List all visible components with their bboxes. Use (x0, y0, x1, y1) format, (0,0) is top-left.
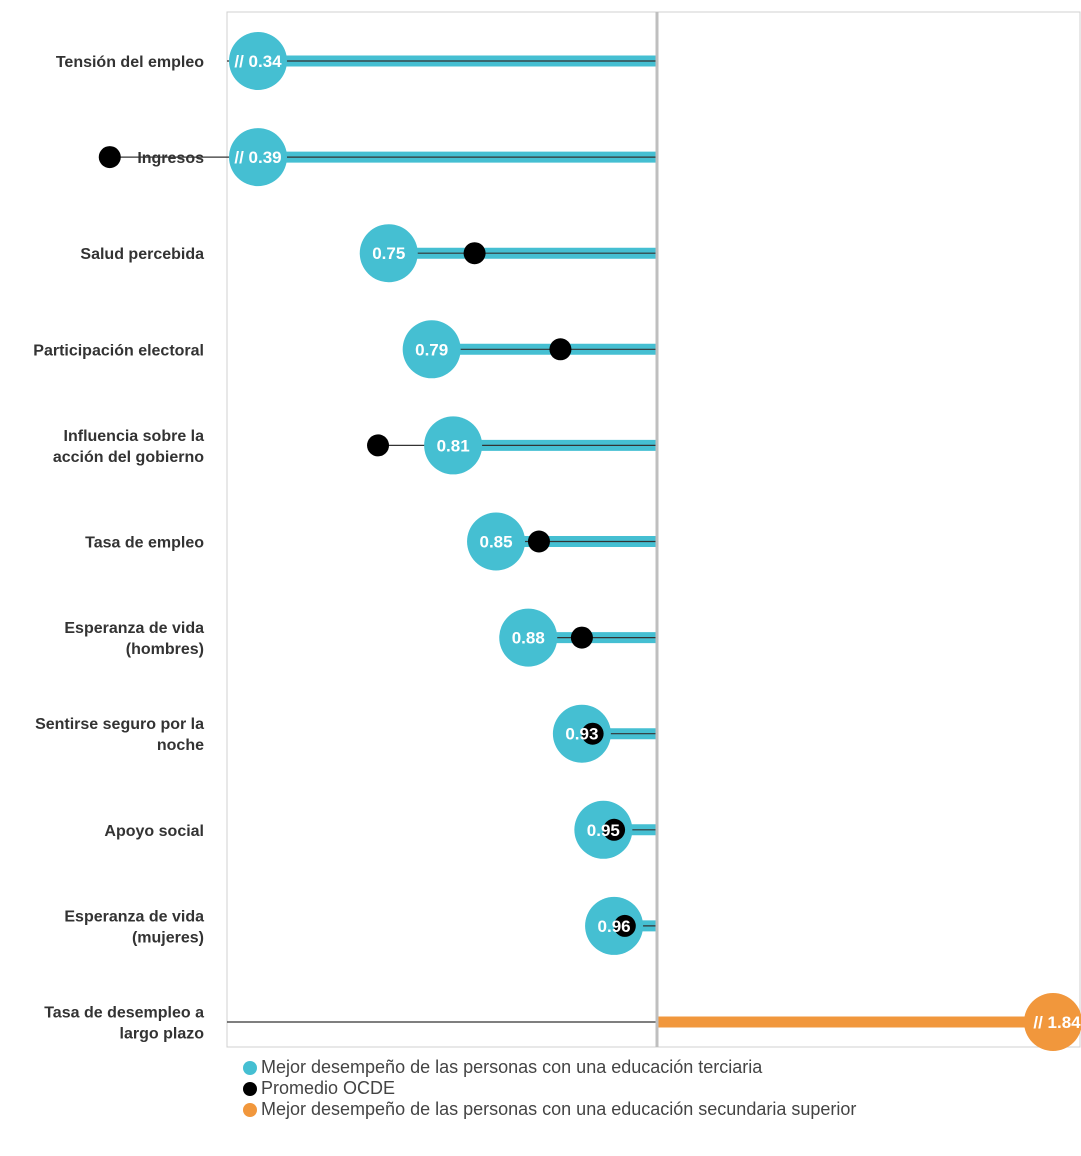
tertiary-point (229, 32, 287, 90)
tertiary-point (424, 416, 483, 475)
oecd-point (367, 434, 390, 457)
legend-label-oecd: Promedio OCDE (261, 1078, 396, 1098)
legend-marker-tertiary (243, 1060, 257, 1075)
oecd-point (463, 242, 486, 265)
tertiary-point (229, 128, 287, 187)
legend-marker-oecd (243, 1081, 257, 1096)
tertiary-point (359, 224, 418, 283)
oecd-point (603, 818, 626, 841)
legend-label-secondary: Mejor desempeño de las personas con una … (261, 1099, 857, 1119)
category-label: Participación electoral (33, 342, 204, 359)
secondary-value-label: // 1.84 (1033, 1013, 1081, 1032)
category-label: Salud percebida (80, 246, 204, 263)
category-label-line: noche (157, 737, 204, 754)
tertiary-value-label: 0.96 (598, 917, 631, 936)
category-label-line: Tensión del empleo (56, 54, 204, 71)
category-label: Tasa de desempleo a largo plazo (44, 1005, 204, 1043)
legend-label-tertiary: Mejor desempeño de las personas con una … (261, 1057, 763, 1077)
oecd-point (613, 914, 636, 937)
tertiary-value-label: 0.81 (437, 436, 470, 455)
legend-item-secondary: Mejor desempeño de las personas con una … (243, 1099, 856, 1120)
category-label-line: Apoyo social (104, 823, 204, 840)
category-label: Sentirse seguro por la noche (35, 716, 204, 754)
category-label: Esperanza de vida (hombres) (64, 620, 204, 658)
category-label-line: Salud percebida (80, 246, 204, 263)
category-label-line: Esperanza de vida (64, 908, 204, 925)
oecd-point (581, 722, 604, 745)
category-label: Tensión del empleo (56, 54, 204, 71)
tertiary-value-label: // 0.39 (234, 148, 281, 167)
category-label-line: acción del gobierno (53, 449, 204, 466)
category-label-line: (hombres) (126, 641, 204, 658)
legend-item-oecd: Promedio OCDE (243, 1078, 856, 1099)
category-label: Tasa de empleo (85, 535, 204, 552)
tertiary-value-label: 0.95 (587, 821, 620, 840)
legend-marker-secondary (243, 1102, 257, 1117)
tertiary-point (467, 512, 526, 571)
category-label-line: Influencia sobre la (64, 428, 205, 445)
secondary-point (1024, 993, 1081, 1051)
category-label-line: Tasa de empleo (85, 535, 204, 552)
oecd-point (527, 530, 550, 553)
legend-item-tertiary: Mejor desempeño de las personas con una … (243, 1057, 856, 1078)
tertiary-value-label: 0.93 (565, 725, 598, 744)
category-label-line: Tasa de desempleo a (44, 1005, 204, 1022)
category-label-line: Participación electoral (33, 342, 204, 359)
legend: Mejor desempeño de las personas con una … (243, 1057, 856, 1120)
tertiary-value-label: 0.88 (512, 629, 545, 648)
category-label-line: Sentirse seguro por la (35, 716, 204, 733)
category-label-line: (mujeres) (132, 929, 204, 946)
category-label: Ingresos (137, 150, 204, 167)
category-label-line: Esperanza de vida (64, 620, 204, 637)
tertiary-value-label: 0.85 (480, 533, 513, 552)
tertiary-point (402, 320, 461, 379)
category-label: Apoyo social (104, 823, 204, 840)
oecd-point (98, 146, 121, 169)
category-label-line: largo plazo (120, 1026, 205, 1043)
tertiary-value-label: 0.75 (372, 244, 405, 263)
tertiary-value-label: 0.79 (415, 340, 448, 359)
tertiary-value-label: // 0.34 (234, 52, 282, 71)
oecd-point (549, 338, 572, 361)
category-label: Influencia sobre la acción del gobierno (53, 428, 204, 466)
oecd-point (570, 626, 593, 649)
plot-frame (226, 11, 1081, 1048)
category-label: Esperanza de vida (mujeres) (64, 908, 204, 946)
tertiary-point (499, 608, 558, 667)
category-label-line: Ingresos (137, 150, 204, 167)
